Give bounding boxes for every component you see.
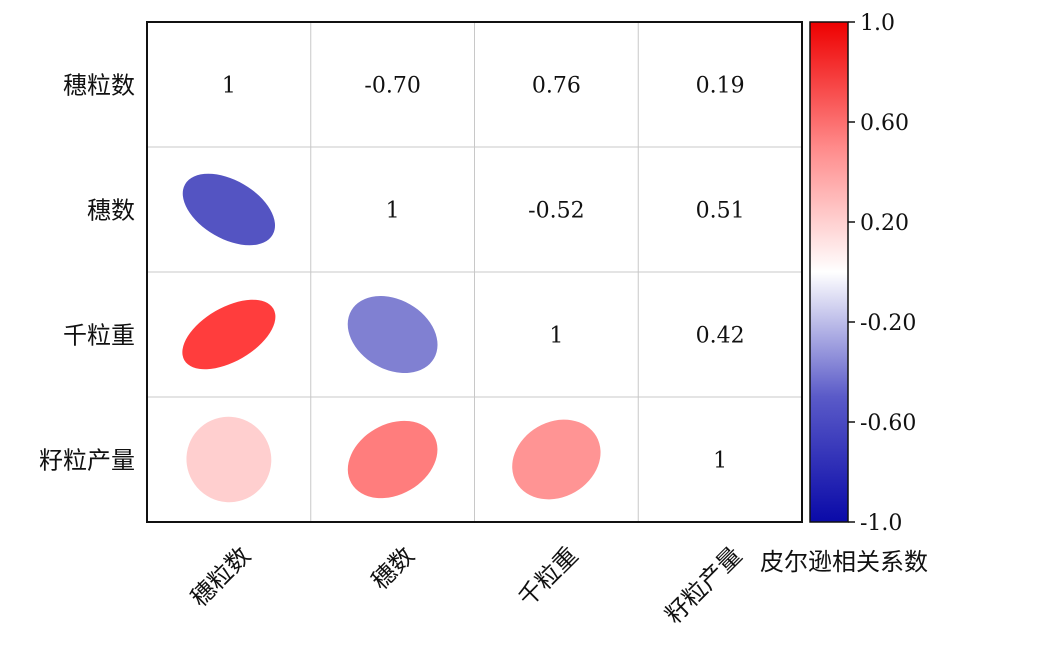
correlation-value: -0.70: [364, 74, 420, 99]
column-label: 千粒重: [513, 541, 584, 612]
column-label: 穗粒数: [185, 541, 256, 612]
correlation-value: 1: [549, 324, 563, 349]
correlation-value: 0.76: [532, 74, 581, 99]
correlation-ellipse: [182, 173, 276, 246]
colorbar-tick-label: -0.20: [860, 311, 916, 336]
colorbar-tick-label: -1.0: [860, 511, 902, 536]
colorbar-tick-label: 1.0: [860, 11, 895, 36]
correlation-ellipse: [186, 416, 272, 503]
colorbar-tick-label: 0.20: [860, 211, 909, 236]
number-layer: 1 -0.70 0.76 0.19 1 -0.52 0.51 1 0.42 1: [222, 74, 745, 474]
row-label: 千粒重: [63, 322, 135, 350]
ellipse-layer: [182, 173, 601, 503]
correlation-value: 1: [222, 74, 236, 99]
correlation-ellipse: [347, 296, 438, 373]
colorbar: 1.0 0.60 0.20 -0.20 -0.60 -1.0 皮尔逊相关系数: [760, 11, 928, 576]
correlation-value: 1: [386, 199, 400, 224]
correlation-ellipse: [512, 419, 601, 500]
colorbar-title: 皮尔逊相关系数: [760, 548, 928, 576]
correlation-ellipse: [347, 420, 438, 499]
correlation-value: 1: [713, 449, 727, 474]
correlation-value: 0.51: [696, 199, 745, 224]
grid-layer: [146, 21, 803, 523]
column-label: 籽粒产量: [660, 541, 748, 629]
row-label: 穗数: [87, 197, 135, 225]
correlation-value: 0.42: [696, 324, 745, 349]
colorbar-tick-label: -0.60: [860, 411, 916, 436]
colorbar-gradient: [809, 21, 849, 523]
column-label: 穗数: [366, 541, 420, 595]
correlation-value: -0.52: [528, 199, 584, 224]
row-label: 穗粒数: [63, 72, 135, 100]
correlation-value: 0.19: [696, 74, 745, 99]
correlation-ellipse: [182, 299, 276, 370]
colorbar-tick-label: 0.60: [860, 111, 909, 136]
row-label: 籽粒产量: [39, 447, 135, 475]
plot-frame: [146, 21, 803, 523]
